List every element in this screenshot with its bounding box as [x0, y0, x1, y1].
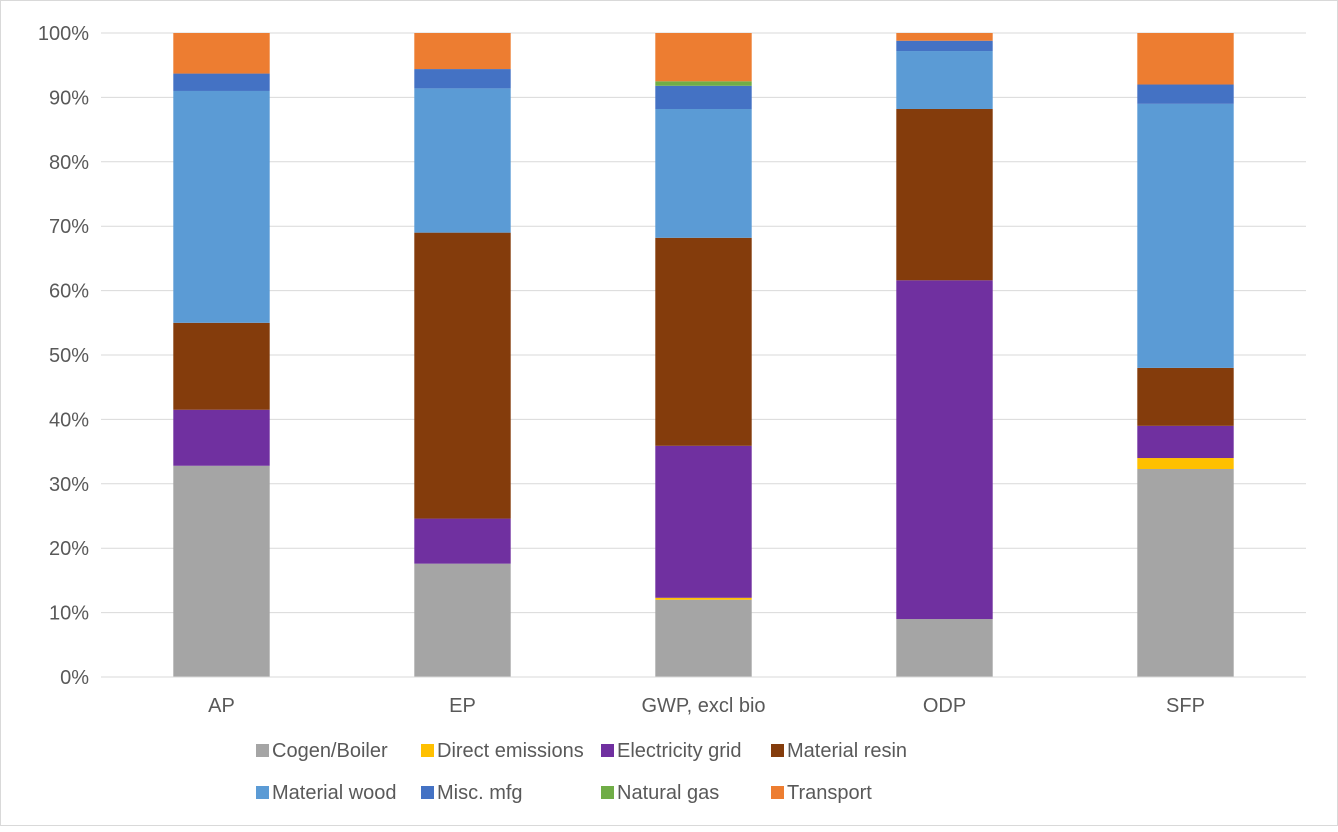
bar-gwp-excl-bio-cogen-boiler [655, 599, 752, 677]
legend-swatch-material-resin [771, 744, 784, 757]
y-tick-label: 40% [49, 409, 89, 431]
bar-ap-misc-mfg [173, 73, 270, 91]
bar-odp-material-wood [896, 51, 993, 109]
x-tick-label: EP [449, 695, 476, 717]
bar-ap-transport [173, 33, 270, 74]
legend-swatch-natural-gas [601, 786, 614, 799]
bar-gwp-excl-bio-direct-emissions [655, 597, 752, 600]
y-tick-label: 90% [49, 87, 89, 109]
bar-ep-material-wood [414, 88, 511, 233]
legend-label-direct-emissions: Direct emissions [437, 740, 584, 762]
y-tick-label: 10% [49, 603, 89, 625]
legend-swatch-direct-emissions [421, 744, 434, 757]
legend: Cogen/Boiler Direct emissions Electricity … [256, 740, 907, 804]
bar-odp-material-resin [896, 108, 993, 281]
y-tick-label: 100% [38, 23, 89, 45]
bar-gwp-excl-bio-material-resin [655, 237, 752, 446]
legend-label-material-wood: Material wood [272, 782, 397, 804]
x-tick-label: SFP [1166, 695, 1205, 717]
x-tick-label: AP [208, 695, 235, 717]
bar-ap-cogen-boiler [173, 465, 270, 677]
y-tick-label: 70% [49, 216, 89, 238]
bar-ep-electricity-grid [414, 518, 511, 564]
bar-gwp-excl-bio-electricity-grid [655, 445, 752, 598]
legend-swatch-transport [771, 786, 784, 799]
y-tick-label: 30% [49, 474, 89, 496]
bar-sfp-material-resin [1137, 367, 1234, 426]
bar-ep-cogen-boiler [414, 563, 511, 677]
legend-label-material-resin: Material resin [787, 740, 907, 762]
bar-ep-transport [414, 33, 511, 70]
bar-ap-material-resin [173, 322, 270, 410]
bar-sfp-electricity-grid [1137, 425, 1234, 459]
y-tick-label: 60% [49, 281, 89, 303]
bar-odp-cogen-boiler [896, 619, 993, 677]
legend-label-natural-gas: Natural gas [617, 782, 719, 804]
bar-ap-electricity-grid [173, 409, 270, 466]
bar-ep-misc-mfg [414, 69, 511, 89]
legend-swatch-cogen-boiler [256, 744, 269, 757]
y-tick-label: 50% [49, 345, 89, 367]
bar-sfp-transport [1137, 33, 1234, 85]
x-tick-label: ODP [923, 695, 966, 717]
x-tick-label: GWP, excl bio [641, 695, 765, 717]
bar-gwp-excl-bio-natural-gas [655, 81, 752, 86]
y-tick-label: 80% [49, 152, 89, 174]
legend-swatch-electricity-grid [601, 744, 614, 757]
y-tick-label: 0% [60, 667, 89, 689]
legend-swatch-material-wood [256, 786, 269, 799]
bar-gwp-excl-bio-misc-mfg [655, 85, 752, 109]
bar-sfp-misc-mfg [1137, 84, 1234, 104]
legend-label-electricity-grid: Electricity grid [617, 740, 741, 762]
bar-ep-material-resin [414, 232, 511, 519]
bar-sfp-material-wood [1137, 103, 1234, 368]
bar-sfp-direct-emissions [1137, 458, 1234, 469]
bar-odp-transport [896, 33, 993, 41]
bar-ap-material-wood [173, 90, 270, 323]
bar-gwp-excl-bio-transport [655, 33, 752, 82]
bar-odp-electricity-grid [896, 280, 993, 620]
legend-swatch-misc-mfg [421, 786, 434, 799]
legend-label-cogen-boiler: Cogen/Boiler [272, 740, 388, 762]
y-tick-label: 20% [49, 538, 89, 560]
bar-gwp-excl-bio-material-wood [655, 108, 752, 238]
legend-label-misc-mfg: Misc. mfg [437, 782, 523, 804]
bars [173, 33, 1234, 677]
bar-sfp-cogen-boiler [1137, 468, 1234, 677]
axes: 0% 10% 20% 30% 40% 50% 60% 70% 80% 90% 100% AP EP GWP… [38, 23, 1306, 717]
bar-odp-misc-mfg [896, 40, 993, 52]
legend-label-transport: Transport [787, 782, 872, 804]
